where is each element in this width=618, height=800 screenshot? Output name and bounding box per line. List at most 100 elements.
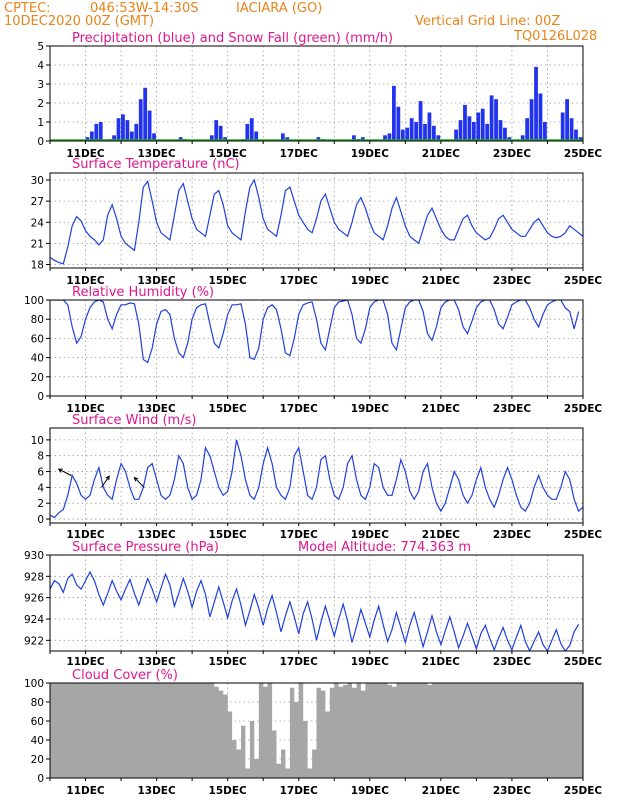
precip-bar [538, 93, 543, 141]
precip-bar [614, 139, 618, 141]
rh-line [50, 300, 580, 364]
pres-ytick-label: 926 [24, 593, 44, 605]
precip-xtick-label: 25DEC [564, 148, 603, 160]
wind-vector [58, 468, 72, 476]
temp-line [50, 178, 583, 265]
wind-vector [134, 477, 145, 488]
precip-xtick-label: 21DEC [422, 148, 461, 160]
header-station: CPTEC: [4, 1, 51, 16]
pres-xtick-label: 11DEC [66, 656, 105, 668]
precip-bar [583, 135, 587, 141]
cloud-ytick-label: 60 [31, 716, 44, 728]
temp-panel: 18 21 24 27 30 11DEC 13DEC 15DEC 17DEC 19DEC 21DEC… [31, 157, 603, 287]
cloud-xtick-label: 23DEC [493, 785, 532, 797]
rh-ytick-label: 40 [31, 353, 44, 365]
rh-ytick-label: 80 [31, 314, 44, 326]
precip-bar [147, 110, 152, 141]
precip-bar [405, 127, 410, 141]
precip-bar [520, 135, 525, 141]
precip-bar [543, 122, 547, 141]
precip-bar [565, 99, 570, 141]
precip-bar [254, 131, 259, 141]
temp-data [50, 178, 583, 265]
rh-xtick-label: 25DEC [564, 403, 603, 415]
precip-bar [125, 120, 130, 141]
wind-ytick-label: 10 [31, 435, 44, 447]
cloud-area [50, 683, 583, 778]
precip-bar [392, 85, 396, 141]
precip-bar [218, 125, 223, 141]
precip-bar [134, 123, 139, 141]
precip-bar [214, 120, 219, 141]
precip-bar [98, 122, 103, 141]
precip-bar [431, 125, 436, 141]
precip-title: Precipitation (blue) and Snow Fall (gree… [72, 31, 393, 46]
cloud-xtick-label: 21DEC [422, 785, 461, 797]
pres-annotation: Model Altitude: 774.363 m [298, 540, 471, 555]
header-location: IACIARA (GO) [236, 1, 322, 16]
precip-bar [463, 104, 467, 141]
temp-xtick-label: 23DEC [493, 275, 532, 287]
precip-bar [601, 107, 605, 141]
temp-ytick-label: 30 [31, 175, 44, 187]
precip-bar [476, 112, 481, 141]
precip-bar [525, 118, 530, 141]
rh-xtick-label: 21DEC [422, 403, 461, 415]
wind-xtick-label: 21DEC [422, 529, 461, 541]
cloud-ytick-label: 20 [31, 754, 44, 766]
precip-bar [560, 112, 565, 141]
temp-ytick-label: 21 [31, 238, 44, 250]
wind-xtick-label: 23DEC [493, 529, 532, 541]
precip-ytick-label: 5 [37, 41, 44, 53]
precip-bar [129, 131, 134, 141]
rh-xtick-label: 11DEC [66, 403, 105, 415]
temp-xtick-label: 21DEC [422, 275, 461, 287]
precip-ytick-label: 0 [37, 136, 44, 148]
cloud-ytick-label: 40 [31, 735, 44, 747]
precip-bar [529, 99, 534, 141]
rh-title: Relative Humidity (%) [72, 285, 214, 300]
precip-data [50, 66, 618, 141]
pres-panel: 922 924 926 928 930 11DEC 13DEC 15DEC 17DEC 19DEC… [24, 540, 602, 668]
cloud-xtick-label: 25DEC [564, 785, 603, 797]
pres-xtick-label: 13DEC [137, 656, 176, 668]
pres-xtick-label: 15DEC [209, 656, 248, 668]
rh-xtick-label: 17DEC [280, 403, 319, 415]
precip-bar [152, 133, 156, 141]
precip-bar [507, 137, 512, 141]
precip-ytick-label: 2 [37, 98, 44, 110]
precip-bar [605, 130, 609, 141]
precip-bar [503, 127, 507, 141]
precip-bar [285, 137, 290, 141]
precip-bar [89, 131, 94, 141]
cloud-xtick-label: 11DEC [66, 785, 105, 797]
precip-bar [480, 108, 485, 141]
precip-bar [94, 123, 99, 141]
precip-bar [316, 137, 321, 141]
precip-bar [467, 116, 472, 141]
precip-bar [569, 118, 574, 141]
wind-xtick-label: 15DEC [209, 529, 248, 541]
cloud-ytick-label: 100 [24, 678, 44, 690]
temp-xtick-label: 11DEC [66, 275, 105, 287]
precip-bar [245, 123, 250, 141]
precip-bar [116, 118, 121, 141]
header-model: TQ0126L028 [513, 29, 597, 44]
precip-xtick-label: 23DEC [493, 148, 532, 160]
precip-bar [489, 95, 494, 141]
pres-title: Surface Pressure (hPa) [72, 540, 219, 555]
wind-xtick-label: 13DEC [137, 529, 176, 541]
wind-ytick-label: 8 [37, 451, 44, 463]
wind-vector [101, 475, 110, 488]
rh-panel: 0 20 40 60 80 100 11DEC 13DEC 15DEC 17DEC 19DEC 21D… [24, 285, 602, 415]
wind-frame [49, 427, 584, 524]
cloud-xtick-label: 15DEC [209, 785, 248, 797]
precip-bar [360, 137, 365, 141]
wind-xtick-label: 17DEC [280, 529, 319, 541]
cloud-panel: 0 20 40 60 80 100 11DEC 13DEC 15DEC 17DEC 19DEC 21D… [24, 668, 603, 797]
pres-xtick-label: 21DEC [422, 656, 461, 668]
precip-bar [454, 129, 458, 141]
pres-ytick-label: 930 [24, 550, 44, 562]
precip-bar [471, 122, 476, 141]
